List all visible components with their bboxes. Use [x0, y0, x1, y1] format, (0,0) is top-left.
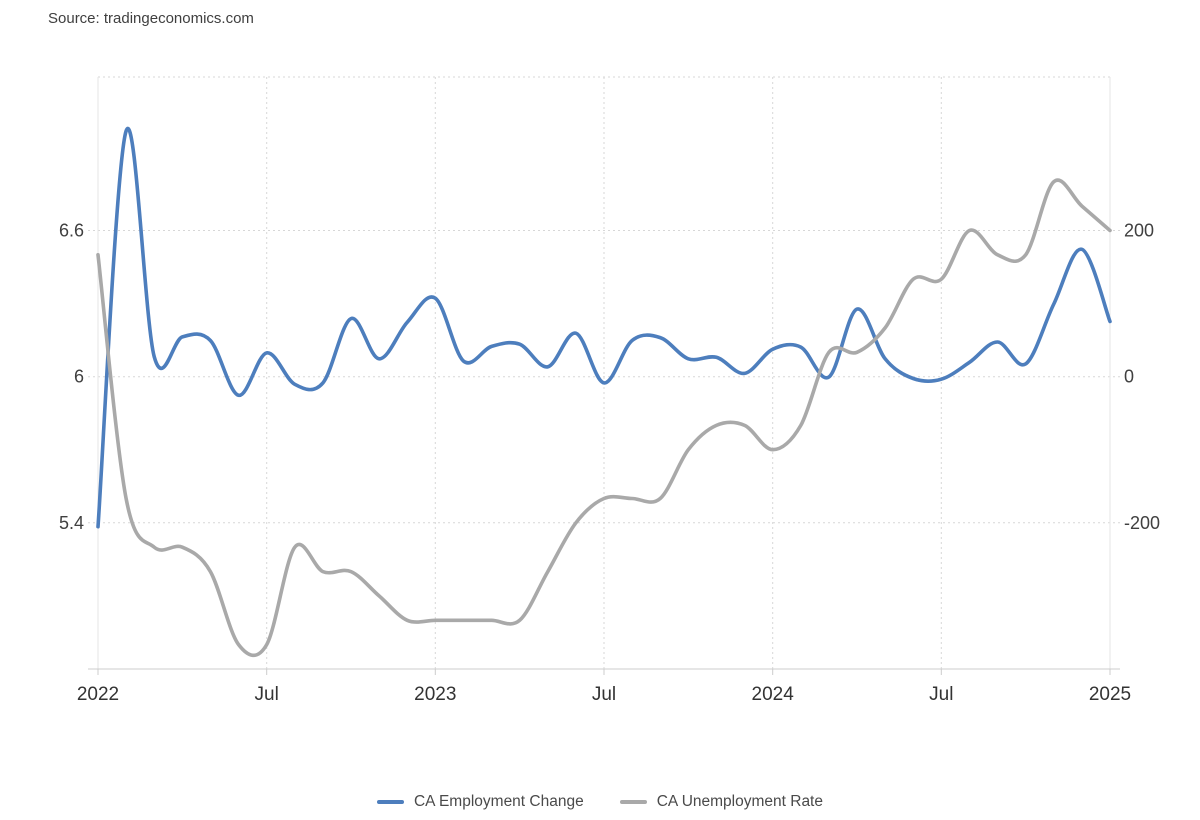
legend: CA Employment Change CA Unemployment Rat…: [0, 793, 1200, 811]
legend-label-unemployment-rate: CA Unemployment Rate: [656, 793, 823, 810]
x-axis-tick-label: 2025: [1089, 684, 1131, 705]
legend-item-unemployment-rate[interactable]: CA Unemployment Rate: [619, 793, 823, 811]
legend-item-employment-change[interactable]: CA Employment Change: [376, 793, 584, 811]
right-axis-tick-label: 200: [1124, 221, 1154, 241]
x-axis-tick-label: 2022: [77, 684, 119, 705]
right-axis-tick-label: 0: [1124, 367, 1134, 387]
left-axis-tick-label: 6: [74, 367, 84, 387]
left-axis-tick-label: 5.4: [59, 513, 84, 533]
left-axis-tick-label: 6.6: [59, 221, 84, 241]
series-line-employment-change: [96, 126, 1112, 529]
source-label: Source: tradingeconomics.com: [48, 10, 254, 27]
line-chart[interactable]: 6.6 200 6 0 5.4 -200 2022 Jul 2023 Jul 2024 Jul 2025: [0, 0, 1200, 760]
x-axis-tick-label: 2024: [752, 684, 795, 705]
x-axis-tick-label: Jul: [592, 684, 616, 705]
x-axis-tick-label: 2023: [414, 684, 456, 705]
right-axis-tick-label: -200: [1124, 513, 1160, 533]
employment-change-swatch: [376, 800, 404, 804]
series-line-unemployment-rate: [96, 178, 1112, 658]
x-axis-tick-label: Jul: [929, 684, 953, 705]
x-axis-tick-label: Jul: [255, 684, 279, 705]
legend-label-employment-change: CA Employment Change: [413, 793, 584, 810]
unemployment-rate-swatch: [619, 800, 647, 804]
